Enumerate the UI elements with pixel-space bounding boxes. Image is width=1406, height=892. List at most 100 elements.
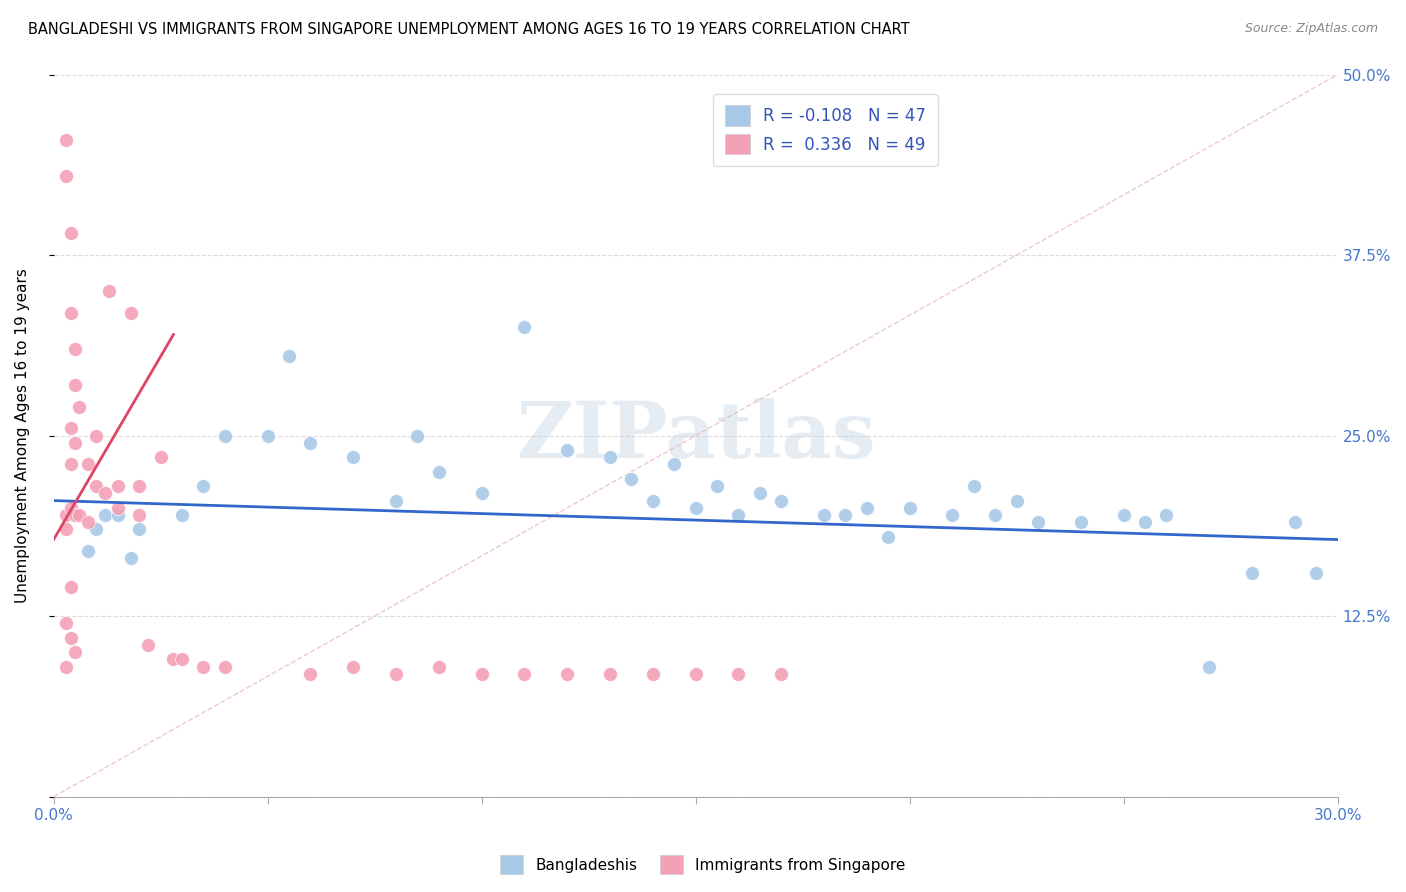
- Point: [63, 645, 86, 659]
- Point: [162, 652, 184, 666]
- Point: [406, 428, 429, 442]
- Point: [55, 132, 77, 146]
- Point: [685, 667, 707, 681]
- Point: [1284, 515, 1306, 529]
- Point: [685, 500, 707, 515]
- Point: [67, 508, 90, 522]
- Point: [1005, 493, 1028, 508]
- Point: [55, 169, 77, 183]
- Point: [59, 458, 82, 472]
- Point: [76, 544, 98, 558]
- Point: [385, 667, 408, 681]
- Point: [898, 500, 921, 515]
- Point: [63, 435, 86, 450]
- Point: [136, 638, 159, 652]
- Point: [128, 479, 150, 493]
- Point: [1240, 566, 1263, 580]
- Point: [385, 493, 408, 508]
- Point: [555, 443, 578, 458]
- Point: [1070, 515, 1092, 529]
- Point: [86, 428, 108, 442]
- Y-axis label: Unemployment Among Ages 16 to 19 years: Unemployment Among Ages 16 to 19 years: [15, 268, 30, 603]
- Point: [770, 493, 793, 508]
- Point: [727, 667, 749, 681]
- Point: [256, 428, 278, 442]
- Point: [63, 508, 86, 522]
- Point: [513, 667, 536, 681]
- Point: [664, 458, 686, 472]
- Point: [170, 508, 193, 522]
- Point: [770, 667, 793, 681]
- Point: [76, 515, 98, 529]
- Point: [299, 435, 322, 450]
- Point: [1198, 659, 1220, 673]
- Point: [641, 493, 664, 508]
- Point: [984, 508, 1007, 522]
- Point: [63, 508, 86, 522]
- Point: [214, 659, 236, 673]
- Point: [471, 486, 494, 500]
- Point: [55, 523, 77, 537]
- Point: [641, 667, 664, 681]
- Point: [727, 508, 749, 522]
- Point: [107, 508, 129, 522]
- Point: [107, 500, 129, 515]
- Point: [1133, 515, 1156, 529]
- Point: [941, 508, 963, 522]
- Point: [856, 500, 879, 515]
- Point: [86, 479, 108, 493]
- Point: [86, 523, 108, 537]
- Point: [128, 508, 150, 522]
- Point: [59, 421, 82, 435]
- Point: [706, 479, 728, 493]
- Point: [193, 479, 215, 493]
- Point: [128, 523, 150, 537]
- Legend: R = -0.108   N = 47, R =  0.336   N = 49: R = -0.108 N = 47, R = 0.336 N = 49: [713, 94, 938, 166]
- Point: [107, 479, 129, 493]
- Point: [599, 450, 621, 465]
- Point: [1026, 515, 1049, 529]
- Point: [513, 320, 536, 334]
- Legend: Bangladeshis, Immigrants from Singapore: Bangladeshis, Immigrants from Singapore: [494, 849, 912, 880]
- Point: [748, 486, 770, 500]
- Point: [76, 458, 98, 472]
- Point: [427, 465, 450, 479]
- Point: [427, 659, 450, 673]
- Point: [1305, 566, 1327, 580]
- Point: [59, 631, 82, 645]
- Point: [342, 450, 364, 465]
- Point: [555, 667, 578, 681]
- Point: [471, 667, 494, 681]
- Point: [55, 616, 77, 631]
- Point: [67, 400, 90, 414]
- Point: [963, 479, 986, 493]
- Point: [94, 486, 117, 500]
- Text: ZIPatlas: ZIPatlas: [516, 398, 876, 474]
- Point: [120, 551, 142, 566]
- Text: BANGLADESHI VS IMMIGRANTS FROM SINGAPORE UNEMPLOYMENT AMONG AGES 16 TO 19 YEARS : BANGLADESHI VS IMMIGRANTS FROM SINGAPORE…: [28, 22, 910, 37]
- Point: [120, 306, 142, 320]
- Point: [877, 530, 900, 544]
- Point: [55, 659, 77, 673]
- Point: [834, 508, 856, 522]
- Point: [63, 378, 86, 392]
- Point: [59, 580, 82, 594]
- Point: [1112, 508, 1135, 522]
- Point: [59, 306, 82, 320]
- Point: [63, 342, 86, 356]
- Point: [59, 500, 82, 515]
- Point: [1156, 508, 1178, 522]
- Point: [620, 472, 643, 486]
- Point: [98, 284, 121, 298]
- Point: [193, 659, 215, 673]
- Text: Source: ZipAtlas.com: Source: ZipAtlas.com: [1244, 22, 1378, 36]
- Point: [149, 450, 172, 465]
- Point: [94, 508, 117, 522]
- Point: [214, 428, 236, 442]
- Point: [299, 667, 322, 681]
- Point: [170, 652, 193, 666]
- Point: [342, 659, 364, 673]
- Point: [55, 508, 77, 522]
- Point: [59, 227, 82, 241]
- Point: [278, 349, 301, 363]
